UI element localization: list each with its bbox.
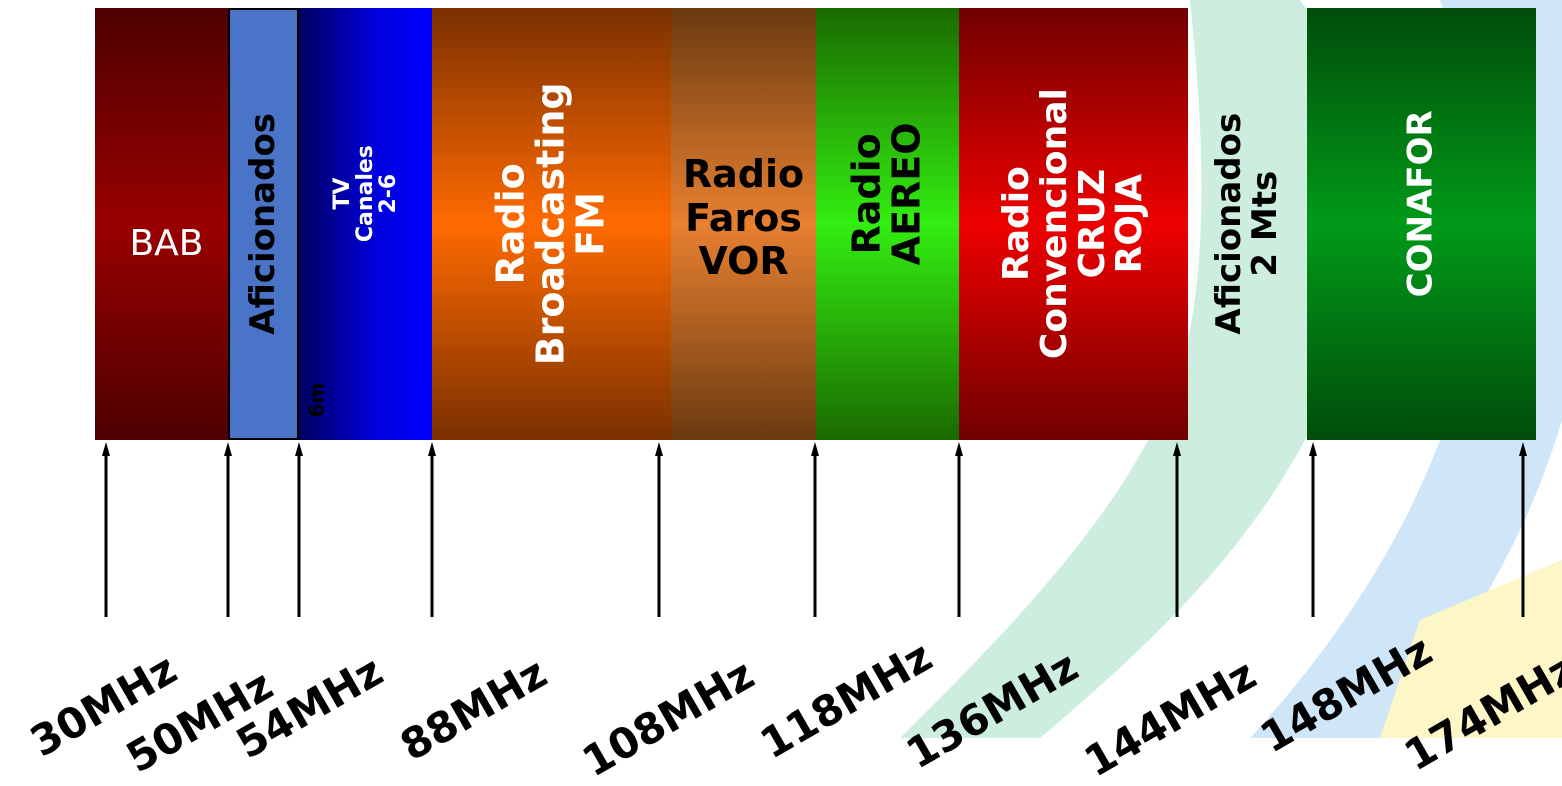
band-faros-line-2: Faros	[685, 195, 802, 240]
band-aficionados-2m: Aficionados 2 Mts	[1188, 8, 1307, 440]
arrow-144mhz	[1173, 442, 1181, 617]
band-aereo: Radio AEREO	[816, 8, 959, 440]
band-tv-line-3: 2-6	[376, 174, 402, 214]
freq-label-88mhz: 88MHz	[392, 648, 555, 771]
arrow-108mhz	[655, 442, 663, 617]
band-fm-line-1: Radio	[488, 163, 533, 285]
band-bab: BAB	[95, 8, 228, 440]
arrow-136mhz	[955, 442, 963, 617]
band-aereo-line-2: AEREO	[884, 122, 929, 266]
band-fm: Radio Broadcasting FM	[432, 8, 671, 440]
band-aficionados-6m-label: Aficionados	[242, 113, 283, 335]
band-faros: Radio Faros VOR	[671, 8, 816, 440]
band-fm-line-2: Broadcasting	[528, 82, 573, 366]
arrow-174mhz	[1519, 442, 1527, 617]
arrow-148mhz	[1309, 442, 1317, 617]
band-6m-sublabel: 6m	[304, 382, 329, 418]
band-conafor: CONAFOR	[1307, 8, 1536, 440]
band-aficionados-6m: Aficionados	[228, 8, 299, 440]
band-aereo-line-1: Radio	[844, 133, 889, 255]
band-tv: TV Canales 2-6 6m	[299, 8, 432, 440]
arrow-54mhz	[295, 442, 303, 617]
band-tv-line-1: TV	[329, 177, 355, 211]
band-convencional: Radio Convencional CRUZ ROJA	[959, 8, 1188, 440]
band-convencional-line-1: Radio	[995, 166, 1037, 282]
freq-label-108mhz: 108MHz	[574, 649, 763, 786]
band-convencional-line-3: CRUZ	[1071, 169, 1113, 279]
band-fm-line-3: FM	[568, 192, 613, 256]
arrow-30mhz	[102, 442, 110, 617]
band-convencional-line-4: ROJA	[1109, 174, 1151, 274]
freq-label-144mhz: 144MHz	[1076, 649, 1265, 786]
band-convencional-line-2: Convencional	[1033, 88, 1075, 360]
band-bab-label: BAB	[129, 223, 204, 265]
band-aficionados-2m-line-2: 2 Mts	[1244, 171, 1285, 277]
band-faros-line-3: VOR	[698, 239, 789, 284]
band-conafor-label: CONAFOR	[1400, 110, 1441, 298]
band-aficionados-2m-line-1: Aficionados	[1208, 113, 1249, 335]
band-faros-line-1: Radio	[682, 152, 805, 196]
arrow-118mhz	[811, 442, 819, 617]
arrow-50mhz	[224, 442, 232, 617]
band-tv-line-2: Canales	[352, 145, 378, 243]
arrow-88mhz	[428, 442, 436, 617]
